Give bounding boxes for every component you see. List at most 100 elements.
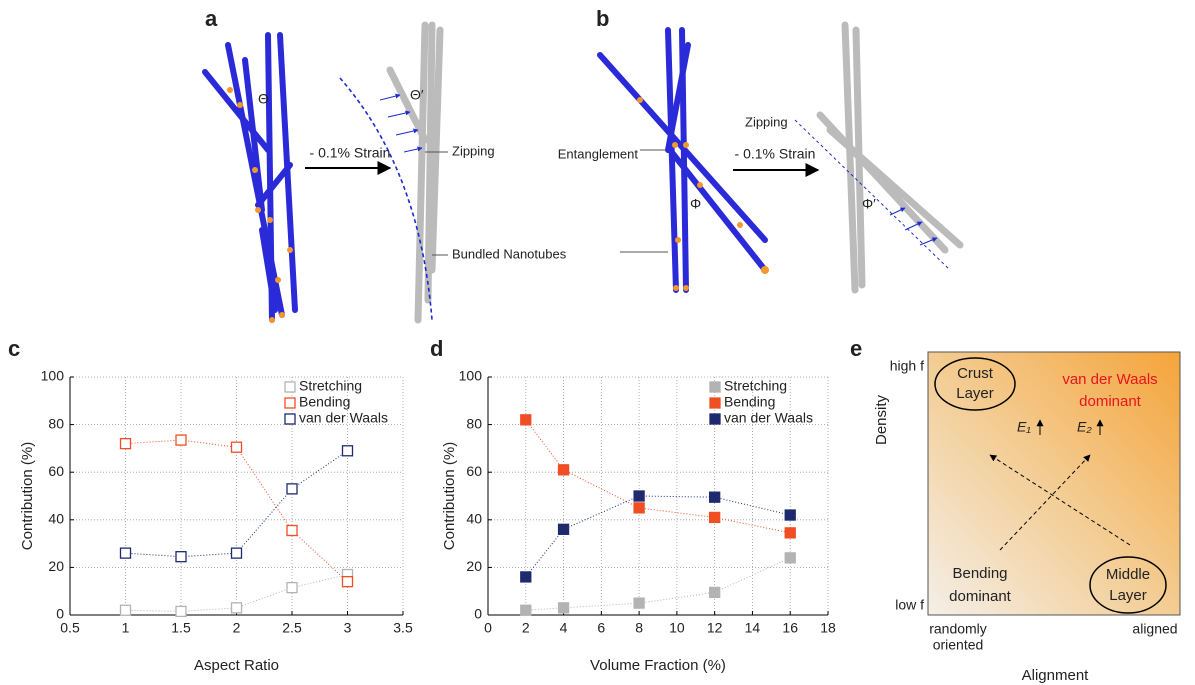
marker xyxy=(784,509,796,521)
marker xyxy=(230,441,243,453)
x-tick-label: 8 xyxy=(635,620,643,636)
energy-label: E₁ xyxy=(1017,419,1031,435)
marker xyxy=(119,547,132,559)
axis-label: Density xyxy=(873,394,890,445)
legend-label: van der Waals xyxy=(724,410,813,426)
region-ellipse xyxy=(934,357,1016,411)
region-label: dominant xyxy=(1079,393,1142,410)
angle-label: Φ′ xyxy=(862,196,876,212)
x-tick-label: 10 xyxy=(669,620,685,636)
y-tick-label: 40 xyxy=(48,511,64,527)
phase-box xyxy=(927,351,1181,616)
x-tick-label: 3 xyxy=(344,620,352,636)
x-tick-label: 2 xyxy=(233,620,241,636)
angle-label: Θ′ xyxy=(410,87,424,103)
marker xyxy=(341,576,354,588)
marker xyxy=(784,527,796,539)
x-tick-label: 18 xyxy=(820,620,836,636)
region-ellipse xyxy=(1089,556,1167,614)
legend-marker xyxy=(284,413,296,425)
axis-label: Aspect Ratio xyxy=(194,657,279,674)
nodes xyxy=(637,97,769,291)
y-tick-label: 20 xyxy=(466,558,482,574)
series-line xyxy=(525,495,791,578)
y-tick-label: 40 xyxy=(466,511,482,527)
region-label: van der Waals xyxy=(1062,371,1157,388)
panel-e: e high f low f Density randomly oriented… xyxy=(850,336,1181,684)
x-tick-label: 6 xyxy=(597,620,605,636)
annotation: Zipping xyxy=(745,114,788,129)
legend-marker xyxy=(709,381,721,393)
energy-label: E₂ xyxy=(1077,419,1092,435)
annotation: Entanglement xyxy=(558,146,639,161)
annotation: Zipping xyxy=(452,143,495,158)
panel-b: b Entanglement Φ - 0.1% Strain Zipping Φ… xyxy=(558,6,964,294)
marker xyxy=(709,491,721,503)
y-tick-label: high f xyxy=(890,358,924,374)
bundle xyxy=(816,21,964,294)
marker xyxy=(119,604,132,616)
region-label: Layer xyxy=(1109,587,1147,604)
y-tick-label: 60 xyxy=(466,463,482,479)
marker xyxy=(520,604,532,616)
nanotubes xyxy=(202,32,298,323)
marker xyxy=(784,552,796,564)
x-tick-label: 2 xyxy=(522,620,530,636)
x-tick-label: 16 xyxy=(782,620,798,636)
strain-label: - 0.1% Strain xyxy=(735,146,816,162)
marker xyxy=(230,547,243,559)
strain-label: - 0.1% Strain xyxy=(310,145,391,161)
legend-label: Stretching xyxy=(299,378,362,394)
x-tick-label: oriented xyxy=(933,637,984,653)
marker xyxy=(557,464,570,476)
legend-marker xyxy=(709,397,721,409)
y-tick-label: 0 xyxy=(474,606,482,622)
panel-letter: a xyxy=(205,6,218,31)
series-line xyxy=(525,419,791,534)
x-tick-label: 1 xyxy=(122,620,130,636)
x-tick-label: 2.5 xyxy=(282,620,302,636)
marker xyxy=(709,586,721,599)
marker xyxy=(520,571,532,583)
axis-label: Contribution (%) xyxy=(441,442,458,550)
legend-marker xyxy=(284,381,296,393)
y-tick-label: low f xyxy=(895,597,924,613)
region-label: Crust xyxy=(957,365,994,382)
legend-label: Bending xyxy=(299,394,350,410)
marker xyxy=(286,581,298,594)
marker xyxy=(557,602,570,614)
panel-letter: c xyxy=(8,336,20,361)
region-label: Middle xyxy=(1106,566,1150,583)
marker xyxy=(286,483,298,495)
marker xyxy=(119,437,132,450)
marker xyxy=(520,414,532,426)
dashed-curve xyxy=(339,77,433,321)
x-tick-label: aligned xyxy=(1132,621,1177,637)
annotation: Bundled Nanotubes xyxy=(452,246,567,261)
marker xyxy=(709,511,721,524)
nanotubes xyxy=(597,27,768,293)
x-tick-label: 0.5 xyxy=(60,620,80,636)
marker xyxy=(633,490,645,502)
marker xyxy=(633,597,645,609)
marker xyxy=(286,524,298,537)
region-label: Layer xyxy=(956,385,994,402)
axis-label: Contribution (%) xyxy=(19,442,36,550)
y-tick-label: 80 xyxy=(466,415,482,431)
zip-arrows xyxy=(889,207,938,246)
y-tick-label: 0 xyxy=(56,606,64,622)
marker xyxy=(557,523,570,535)
x-tick-label: 0 xyxy=(484,620,492,636)
x-tick-label: 12 xyxy=(707,620,723,636)
nodes xyxy=(227,87,293,323)
legend-label: Stretching xyxy=(724,378,787,394)
zip-arrows xyxy=(379,93,423,153)
legend-marker xyxy=(709,413,721,425)
angle-label: Φ xyxy=(690,196,701,212)
y-tick-label: 100 xyxy=(41,368,65,384)
panel-letter: d xyxy=(430,336,443,361)
arrow xyxy=(999,454,1091,551)
legend-label: van der Waals xyxy=(299,410,388,426)
y-tick-label: 80 xyxy=(48,415,64,431)
